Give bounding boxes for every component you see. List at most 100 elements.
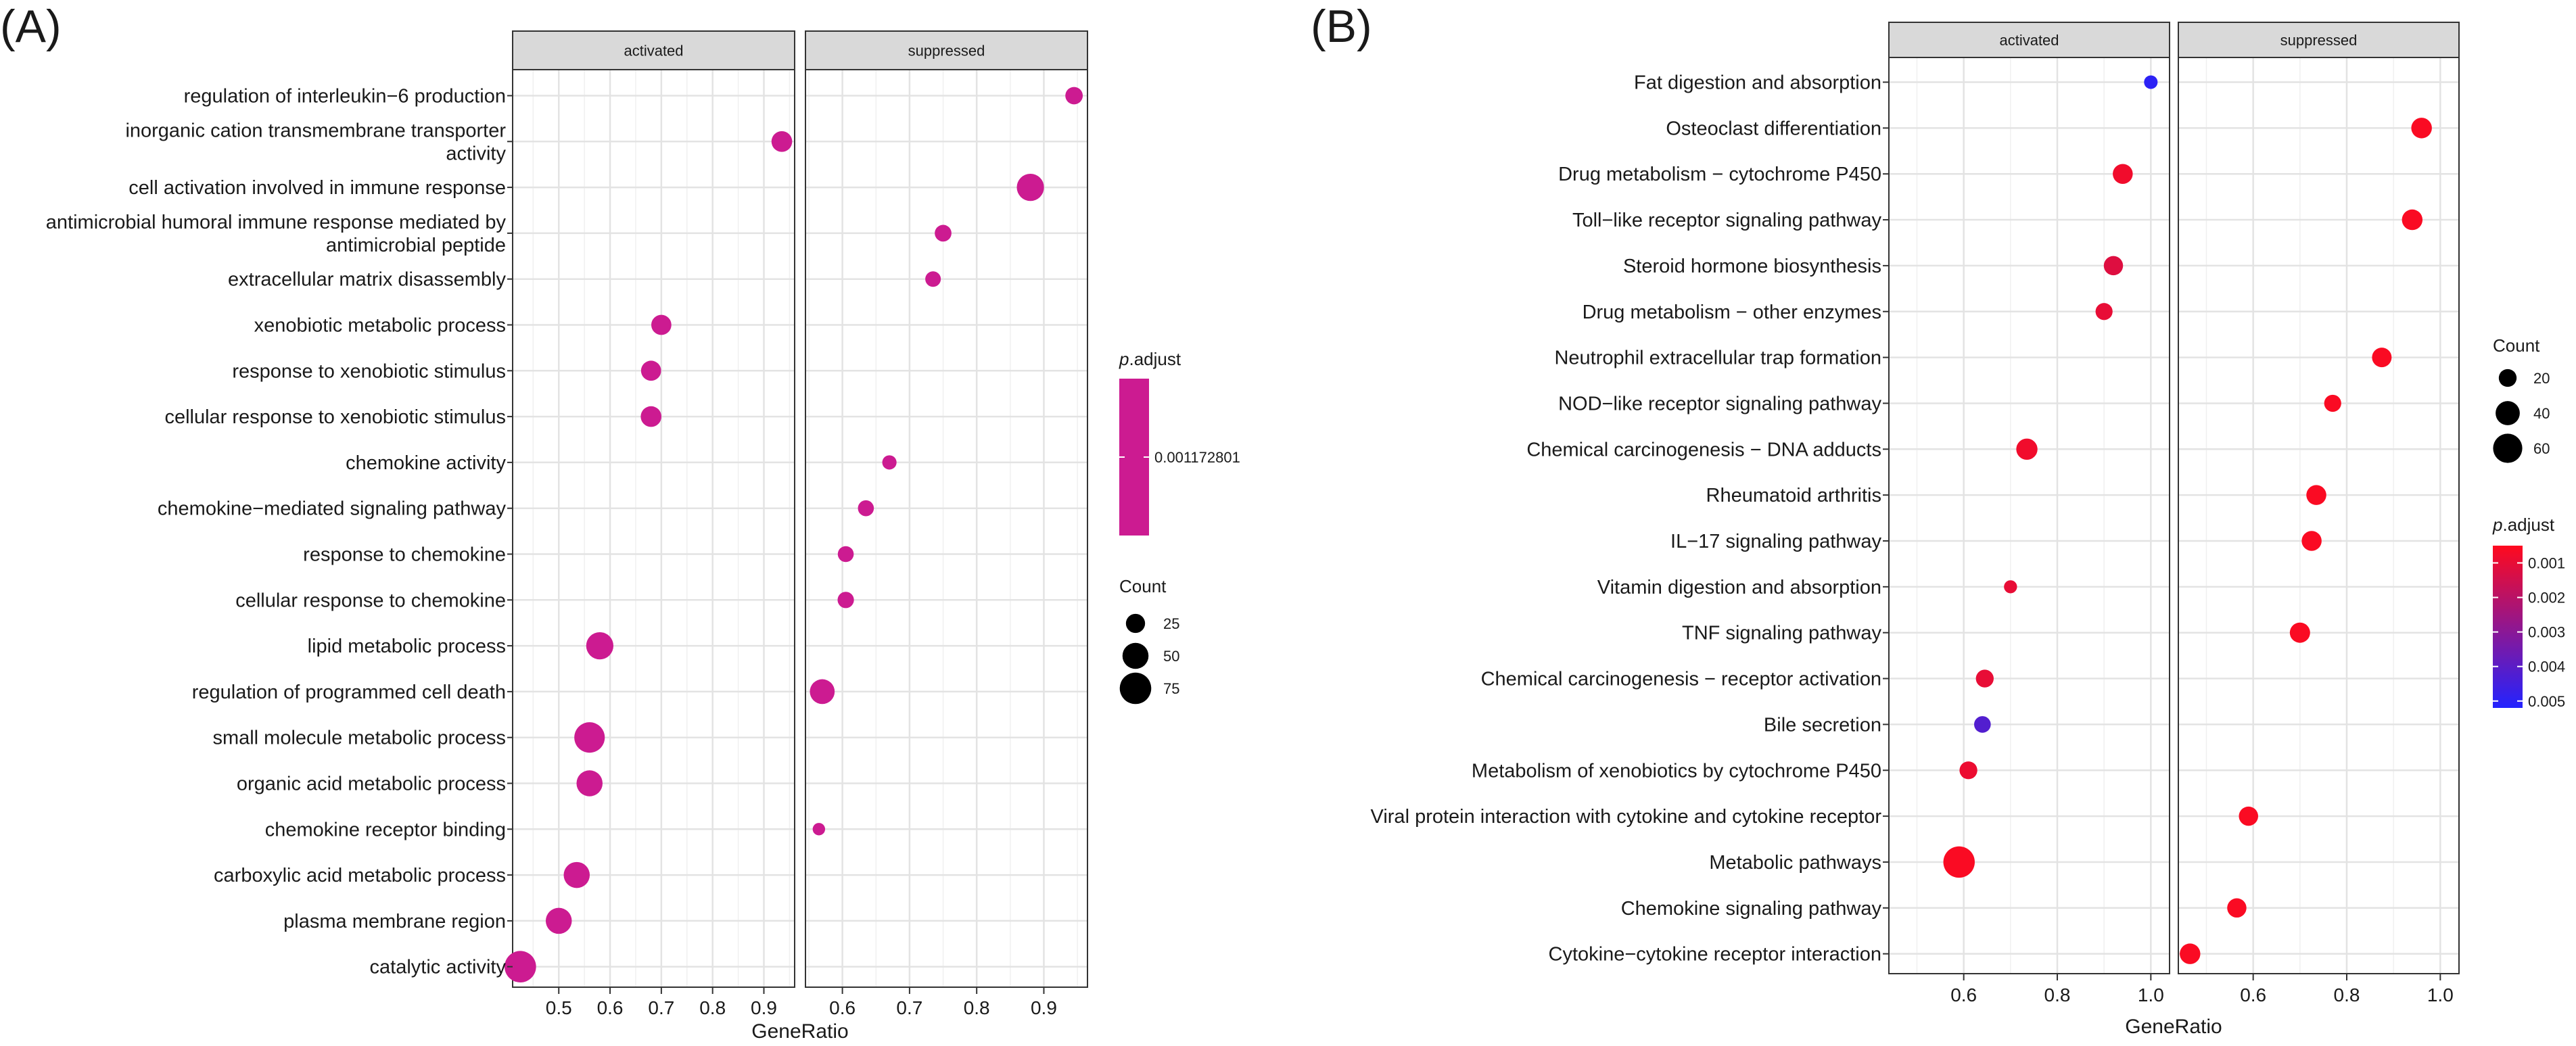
facet-panel-border	[1888, 57, 2170, 974]
legend-padj-label: 0.004	[2528, 659, 2565, 675]
term-label: Fat digestion and absorption	[1634, 72, 1881, 94]
data-point	[810, 679, 835, 705]
data-point	[858, 500, 874, 517]
term-label-line: chemokine receptor binding	[265, 819, 506, 840]
term-label-line: Fat digestion and absorption	[1634, 72, 1881, 94]
term-label-line: Chemical carcinogenesis − DNA adducts	[1526, 439, 1881, 460]
term-label: carboxylic acid metabolic process	[214, 865, 506, 886]
term-label: chemokine receptor binding	[265, 819, 506, 840]
legend-padj-title-rest: .adjust	[1129, 349, 1181, 369]
facet-strip-label: activated	[624, 43, 683, 60]
legend-count-label: 20	[2533, 370, 2550, 387]
term-label-line: antimicrobial humoral immune response me…	[46, 212, 507, 233]
term-label: antimicrobial humoral immune response me…	[46, 212, 507, 256]
term-label: small molecule metabolic process	[212, 728, 506, 749]
data-point	[2227, 898, 2247, 918]
data-point	[2306, 485, 2326, 505]
data-point	[576, 770, 603, 797]
facet-strip-label: suppressed	[2280, 32, 2358, 49]
x-tick-label: 1.0	[2138, 984, 2164, 1005]
term-label: catalytic activity	[370, 957, 507, 978]
term-label: Metabolic pathways	[1709, 852, 1881, 874]
term-label: Drug metabolism − other enzymes	[1583, 302, 1881, 323]
term-label-line: extracellular matrix disassembly	[228, 269, 506, 291]
term-label-line: catalytic activity	[370, 957, 507, 978]
data-point	[1943, 846, 1975, 878]
term-label-line: xenobiotic metabolic process	[254, 315, 506, 337]
x-tick-label: 0.8	[2044, 984, 2071, 1005]
legend-count-circle	[1125, 613, 1146, 634]
legend-count-circle	[1119, 672, 1152, 705]
legend-padj-label: 0.003	[2528, 624, 2565, 641]
x-tick-label: 0.7	[648, 997, 674, 1018]
facet-suppressed: suppressed 0.6 0.8 1.0	[2178, 22, 2460, 1005]
term-label-line: Metabolism of xenobiotics by cytochrome …	[1472, 760, 1881, 782]
panel-label: (A)	[0, 1, 62, 52]
legend-count-circle	[2493, 433, 2523, 463]
legend-padj-label: 0.005	[2528, 693, 2565, 710]
legend-count-title: Count	[1119, 576, 1167, 596]
data-point	[935, 224, 952, 242]
term-label-line: Cytokine−cytokine receptor interaction	[1549, 944, 1881, 966]
facet-panel-border	[512, 69, 795, 988]
term-label: inorganic cation transmembrane transport…	[125, 120, 506, 164]
data-point	[2411, 118, 2432, 139]
facet-strip-label: suppressed	[908, 43, 985, 60]
legend-count-label: 75	[1163, 680, 1179, 697]
facet-panel-bg	[2178, 57, 2459, 974]
legend-count-label: 40	[2533, 405, 2550, 422]
term-label-line: chemokine activity	[346, 452, 506, 474]
x-tick-label: 0.8	[964, 997, 990, 1018]
x-tick-label: 0.6	[597, 997, 624, 1018]
term-label-line: Toll−like receptor signaling pathway	[1572, 210, 1882, 231]
term-label: regulation of programmed cell death	[192, 682, 506, 703]
term-label: Bile secretion	[1764, 714, 1881, 736]
term-label: Neutrophil extracellular trap formation	[1554, 348, 1881, 369]
legend-count-label: 50	[1163, 648, 1179, 665]
term-label: Chemical carcinogenesis − DNA adducts	[1526, 439, 1881, 460]
data-point	[545, 907, 572, 934]
term-label: Viral protein interaction with cytokine …	[1371, 806, 1882, 828]
x-tick-label: 0.8	[699, 997, 726, 1018]
term-label-line: Neutrophil extracellular trap formation	[1554, 348, 1881, 369]
term-label-line: lipid metabolic process	[308, 636, 506, 657]
term-label-line: TNF signaling pathway	[1682, 623, 1881, 644]
term-label: chemokine−mediated signaling pathway	[158, 498, 507, 520]
term-label-line: IL−17 signaling pathway	[1670, 531, 1881, 552]
x-tick-label: 0.5	[546, 997, 572, 1018]
term-label: Toll−like receptor signaling pathway	[1572, 210, 1882, 231]
term-label: organic acid metabolic process	[237, 774, 506, 795]
term-label-line: chemokine−mediated signaling pathway	[158, 498, 507, 520]
legend-padj-label: 0.001	[2528, 555, 2565, 572]
data-point	[563, 861, 590, 888]
term-label: Steroid hormone biosynthesis	[1623, 256, 1881, 277]
legend-padj-title-italic: p	[2492, 515, 2502, 535]
facet-strip	[805, 30, 1088, 70]
data-point	[586, 632, 614, 660]
panel-label: (B)	[1311, 1, 1372, 52]
term-label-line: organic acid metabolic process	[237, 774, 506, 795]
term-label-line: regulation of interleukin−6 production	[184, 86, 506, 108]
term-label: plasma membrane region	[283, 911, 506, 932]
data-point	[2016, 438, 2038, 460]
term-label: Chemical carcinogenesis − receptor activ…	[1481, 669, 1881, 690]
x-tick-label: 0.9	[751, 997, 777, 1018]
panel-b: (B) activated 0.6 0.8 1.0 suppressed 0.6 0.8 1.0…	[1311, 1, 2565, 1038]
data-point	[2324, 394, 2341, 412]
data-point	[1959, 761, 1977, 780]
data-point	[2372, 348, 2392, 368]
x-tick-label: 0.6	[2240, 984, 2266, 1005]
term-label: cellular response to xenobiotic stimulus	[164, 406, 506, 428]
term-label: cell activation involved in immune respo…	[128, 177, 506, 199]
legend-count-label: 60	[2533, 440, 2550, 457]
legend-padj-label: 0.001172801	[1154, 449, 1240, 466]
legend-padj-label: 0.002	[2528, 590, 2565, 607]
term-label-line: Viral protein interaction with cytokine …	[1371, 806, 1882, 828]
x-tick-label: 0.6	[1950, 984, 1977, 1005]
term-label: Rheumatoid arthritis	[1706, 485, 1882, 506]
term-label: chemokine activity	[346, 452, 506, 474]
term-label-line: Bile secretion	[1764, 714, 1881, 736]
term-label-line: Drug metabolism − other enzymes	[1583, 302, 1881, 323]
term-label-line: Drug metabolism − cytochrome P450	[1558, 164, 1881, 185]
data-point	[1016, 173, 1044, 201]
